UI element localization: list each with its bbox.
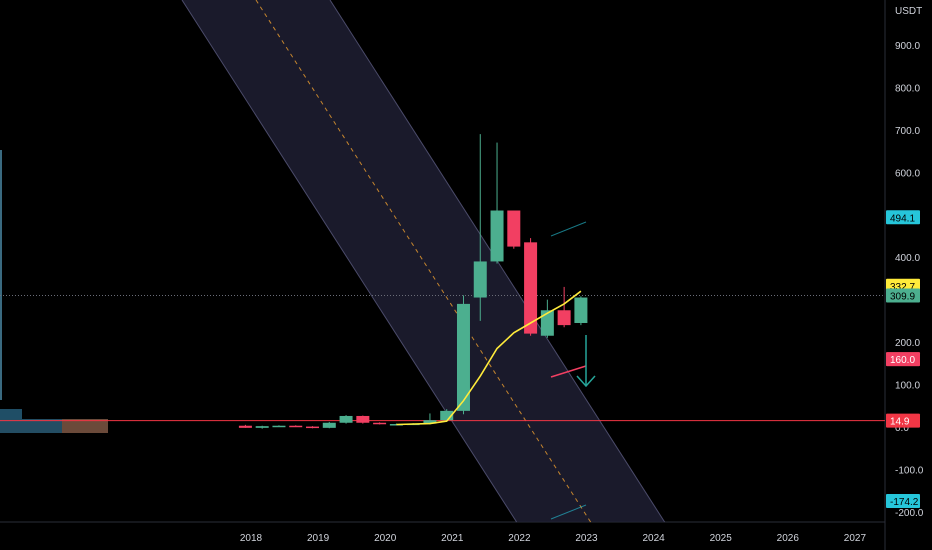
candle-body xyxy=(272,425,286,428)
moving-average-line xyxy=(396,290,582,426)
trend-annotation-line xyxy=(550,504,587,520)
price-tag-label: 332.7 xyxy=(890,282,915,293)
time-axis-tick-label: 2026 xyxy=(777,533,800,544)
time-axis-tick-label: 2024 xyxy=(642,533,665,544)
time-axis-tick-label: 2021 xyxy=(441,533,464,544)
candle-body xyxy=(574,297,588,323)
candle-body xyxy=(440,410,454,421)
candle-body xyxy=(389,424,403,426)
candle-body xyxy=(373,422,387,425)
price-axis-tick-label: -100.0 xyxy=(895,465,924,476)
price-tag xyxy=(886,493,920,508)
price-axis-tick-label: 200.0 xyxy=(895,338,920,349)
candle-body xyxy=(507,210,521,247)
price-tag-label: 160.0 xyxy=(890,355,915,366)
trend-annotation-line xyxy=(550,365,587,378)
candle-body xyxy=(473,261,487,298)
down-arrow-icon xyxy=(576,375,596,388)
price-axis-tick-label: 700.0 xyxy=(895,126,920,137)
price-axis-tick-label: 0.0 xyxy=(895,423,909,434)
price-tag xyxy=(886,288,920,303)
channel-band xyxy=(182,0,665,522)
time-axis-tick-label: 2022 xyxy=(508,533,531,544)
candle-body xyxy=(289,425,303,428)
candle-body xyxy=(557,310,571,326)
price-axis-tick-label: 400.0 xyxy=(895,253,920,264)
price-tag xyxy=(886,210,920,225)
candle-body xyxy=(322,422,336,428)
candle-body xyxy=(490,210,504,262)
candle-body xyxy=(306,426,320,429)
candle-body xyxy=(339,415,353,423)
volume-profile-bar xyxy=(62,419,108,433)
trend-annotation-line xyxy=(550,221,587,237)
price-axis-tick-label: 600.0 xyxy=(895,168,920,179)
time-axis-tick-label: 2025 xyxy=(710,533,733,544)
time-axis-tick-label: 2020 xyxy=(374,533,397,544)
time-axis-tick-label: 2018 xyxy=(240,533,263,544)
time-axis-tick-label: 2027 xyxy=(844,533,867,544)
candle-body xyxy=(524,242,538,334)
price-axis-tick-label: 800.0 xyxy=(895,83,920,94)
price-tag-label: -174.2 xyxy=(890,497,919,508)
candle-body xyxy=(540,310,554,336)
candle-body xyxy=(238,425,252,428)
candle-body xyxy=(356,415,370,423)
price-tag xyxy=(886,352,920,367)
price-tag-label: 309.9 xyxy=(890,291,915,302)
time-axis-tick-label: 2019 xyxy=(307,533,330,544)
price-axis-currency: USDT xyxy=(895,6,922,17)
time-axis-tick-label: 2023 xyxy=(575,533,598,544)
candle-body xyxy=(456,303,470,411)
price-axis-tick-label: -200.0 xyxy=(895,508,924,519)
candle-body xyxy=(423,420,437,424)
price-tag-label: 494.1 xyxy=(890,213,915,224)
volume-profile-bar xyxy=(0,409,22,419)
channel-upper-line xyxy=(181,0,518,523)
price-axis-tick-label: 900.0 xyxy=(895,41,920,52)
price-tag-label: 14.9 xyxy=(890,417,910,428)
price-axis-tick-label: 100.0 xyxy=(895,381,920,392)
candle-body xyxy=(255,426,269,428)
price-tag xyxy=(886,413,920,428)
